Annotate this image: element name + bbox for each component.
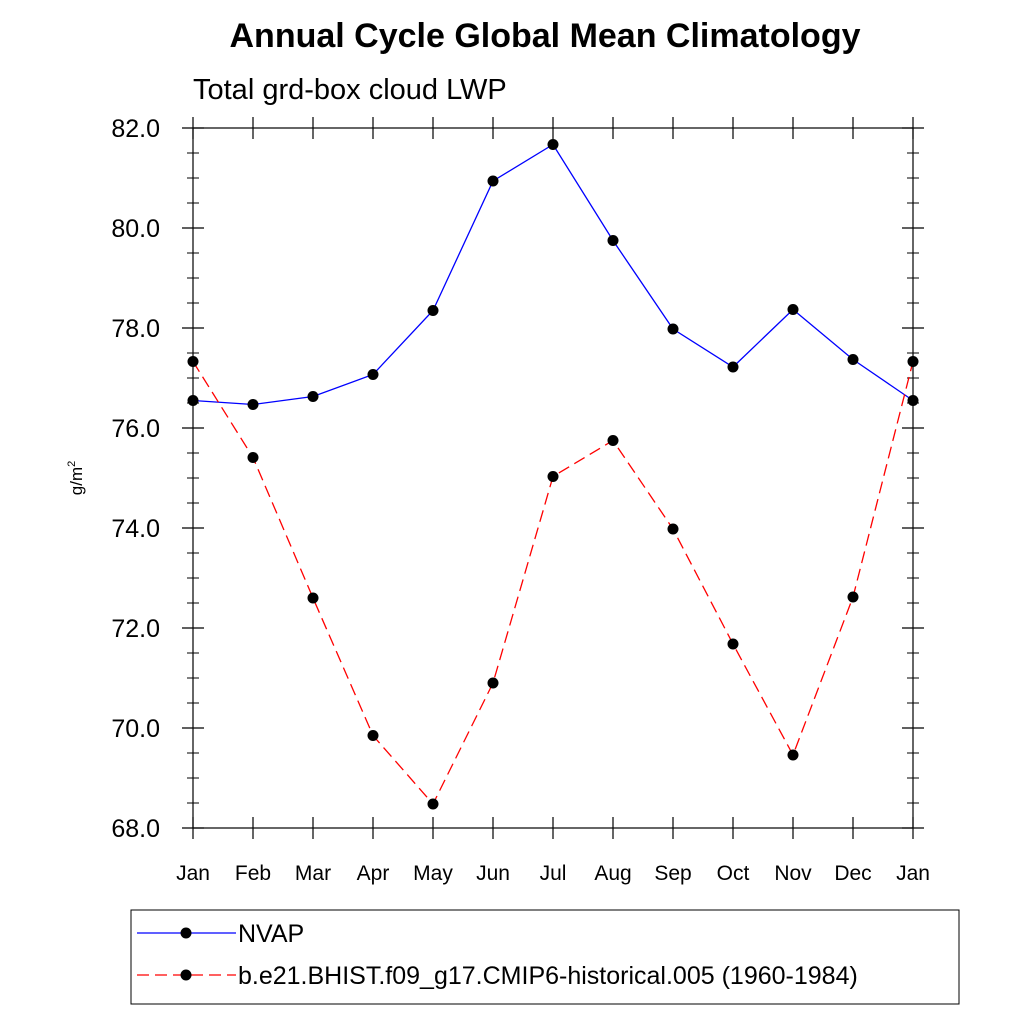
x-tick-label: Jan [896,862,930,885]
legend-label: b.e21.BHIST.f09_g17.CMIP6-historical.005… [238,962,858,990]
y-tick-label: 74.0 [111,515,160,543]
data-point-nvap [367,369,379,380]
legend-marker [180,927,192,939]
x-tick-label: Oct [717,862,750,885]
x-tick-label: Feb [235,862,271,885]
x-tick-label: May [413,862,453,885]
data-point-model [247,452,259,463]
legend-marker [180,969,192,981]
data-point-nvap [427,305,439,316]
y-tick-label: 82.0 [111,115,160,143]
data-point-nvap [307,391,319,402]
axis-ticks [182,117,924,839]
y-tick-label: 70.0 [111,715,160,743]
data-point-model [307,592,319,604]
legend-label: NVAP [238,920,304,948]
series-line-nvap [192,143,914,406]
chart-title: Annual Cycle Global Mean Climatology [230,17,861,55]
data-point-model [907,356,919,367]
data-point-model [547,471,559,482]
data-point-model [847,591,859,603]
series-layer [187,139,919,810]
y-tick-label: 80.0 [111,215,160,243]
x-tick-label: Dec [834,862,871,885]
data-point-nvap [547,139,559,150]
data-point-model [607,435,619,446]
data-point-model [727,638,739,650]
data-point-model [667,523,679,535]
y-tick-label: 68.0 [111,815,160,843]
x-tick-label: Nov [774,862,812,885]
data-point-model [187,356,199,367]
data-point-model [427,798,439,810]
y-tick-label: 76.0 [111,415,160,443]
data-point-model [787,749,799,761]
y-tick-label: 78.0 [111,315,160,343]
data-point-nvap [667,323,679,335]
legend: NVAP b.e21.BHIST.f09_g17.CMIP6-historical… [137,920,858,990]
data-point-nvap [907,395,919,406]
tick-labels: Jan Feb Mar Apr May Jun Jul Aug Sep Oct Nov Dec Jan 6… [111,115,930,885]
x-tick-label: Jul [540,862,567,885]
data-point-nvap [247,399,259,410]
data-point-nvap [727,361,739,373]
series-line-model [192,361,914,806]
legend-box [130,909,960,1005]
x-tick-label: Apr [357,862,390,885]
y-tick-label: 72.0 [111,615,160,643]
chart-subtitle: Total grd-box cloud LWP [193,74,507,106]
x-tick-label: Mar [295,862,331,885]
y-axis-label-exponent: 2 [66,461,78,467]
x-tick-label: Jan [176,862,210,885]
y-axis-label-unit: g/m [67,467,86,495]
data-point-model [367,730,379,741]
data-point-nvap [607,235,619,246]
data-point-nvap [187,395,199,406]
x-tick-label: Aug [594,862,631,885]
data-point-nvap [847,354,859,365]
data-point-nvap [787,304,799,315]
data-point-model [487,677,499,689]
x-tick-label: Jun [476,862,510,885]
y-axis-label: g/m2 [66,461,86,495]
data-point-nvap [487,175,499,187]
x-tick-label: Sep [654,862,691,885]
